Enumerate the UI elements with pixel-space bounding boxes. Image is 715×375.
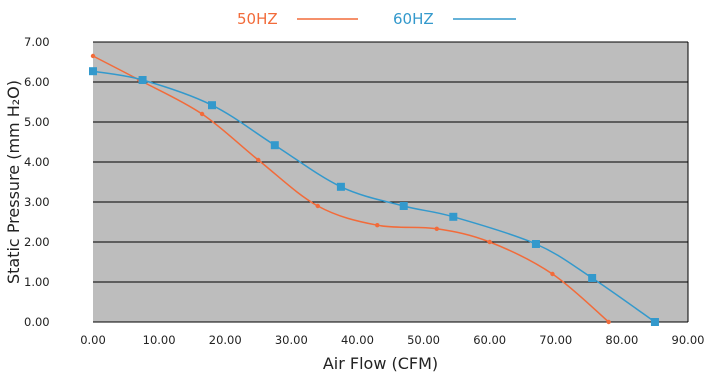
data-point <box>606 319 611 325</box>
data-point <box>90 53 96 59</box>
x-tick-label: 60.00 <box>473 333 506 347</box>
x-tick-label: 50.00 <box>407 333 440 347</box>
series-60hz <box>89 67 659 326</box>
x-tick-label: 90.00 <box>672 333 705 347</box>
data-point <box>138 76 147 84</box>
data-point <box>449 212 458 221</box>
legend: 50HZ 60HZ <box>237 10 516 28</box>
x-tick-label: 0.00 <box>80 333 106 347</box>
series-group <box>89 53 659 326</box>
x-tick-label: 10.00 <box>143 333 176 347</box>
data-point <box>531 240 540 248</box>
data-point <box>434 226 439 231</box>
y-tick-label: 7.00 <box>24 35 50 49</box>
data-point <box>375 223 380 228</box>
y-tick-label: 4.00 <box>24 155 50 169</box>
data-point <box>399 202 408 210</box>
legend-label: 60HZ <box>393 10 434 28</box>
data-point <box>270 141 279 150</box>
data-point <box>550 271 555 277</box>
data-point <box>588 274 597 282</box>
y-tick-label: 1.00 <box>24 275 50 289</box>
x-axis-ticks: 0.00 10.00 20.00 30.00 40.00 50.00 60.00 70.00 8… <box>80 333 704 347</box>
legend-label: 50HZ <box>237 10 278 28</box>
data-point <box>208 101 216 110</box>
x-tick-label: 80.00 <box>605 333 638 347</box>
y-tick-label: 6.00 <box>24 75 50 89</box>
data-point <box>336 182 345 191</box>
y-tick-label: 5.00 <box>24 115 50 129</box>
y-axis-title: Static Pressure (mm H₂O) <box>4 80 23 284</box>
data-point <box>315 203 320 209</box>
y-tick-label: 2.00 <box>24 235 50 249</box>
x-tick-label: 70.00 <box>539 333 572 347</box>
data-point <box>487 239 492 245</box>
data-point <box>256 157 261 163</box>
x-tick-label: 30.00 <box>275 333 308 347</box>
y-tick-label: 3.00 <box>24 195 50 209</box>
data-point <box>650 318 659 326</box>
x-axis-title: Air Flow (CFM) <box>323 354 438 373</box>
x-tick-label: 20.00 <box>209 333 242 347</box>
plot-area <box>93 42 688 322</box>
data-point <box>199 111 205 117</box>
y-axis-ticks: 0.00 1.00 2.00 3.00 4.00 5.00 6.00 7.00 <box>24 35 50 329</box>
y-tick-label: 0.00 <box>24 315 50 329</box>
data-point <box>89 67 97 76</box>
series-line <box>92 70 656 323</box>
x-tick-label: 40.00 <box>341 333 374 347</box>
series-line <box>92 55 610 323</box>
